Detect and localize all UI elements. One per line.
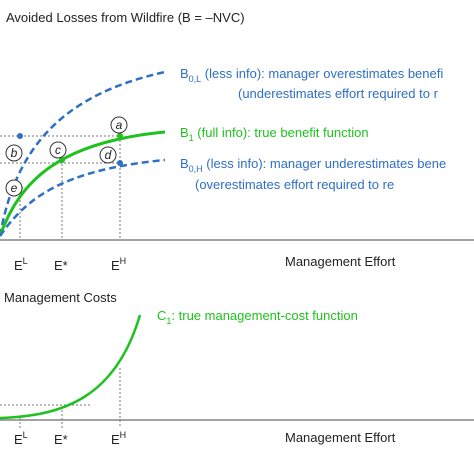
panel-title: Avoided Losses from Wildfire (B = –NVC) [6, 10, 245, 25]
curve-label: B0,L (less info): manager overestimates … [180, 66, 443, 84]
curve-label: B0,H (less info): manager underestimates… [180, 156, 446, 174]
text-part: 0,L [189, 74, 202, 84]
curve-b0h [0, 158, 166, 237]
text-part: B [180, 156, 189, 171]
text-part: H [120, 256, 127, 266]
text-part: 0,H [189, 164, 203, 174]
text-part: : true management-cost function [171, 308, 357, 323]
text-part: B [180, 125, 189, 140]
x-axis-label: Management Effort [285, 430, 396, 445]
point-label: b [11, 146, 18, 160]
point-circles [5, 116, 128, 197]
x-axis-label: Management Effort [285, 254, 396, 269]
text-part: L [23, 430, 28, 440]
x-label: EH [111, 430, 126, 447]
point-label: a [116, 118, 123, 132]
text-part: B [180, 66, 189, 81]
text-part: (full info): true benefit function [194, 125, 369, 140]
text-part: L [23, 256, 28, 266]
text-part: 1 [166, 316, 171, 326]
text-part: H [120, 430, 127, 440]
text-part: 1 [189, 133, 194, 143]
curve-b0l [0, 70, 166, 237]
text-part: E [14, 432, 23, 447]
text-part: E [111, 432, 120, 447]
curve-label: B1 (full info): true benefit function [180, 125, 369, 143]
curve-c1 [0, 314, 142, 420]
x-label: E* [54, 258, 68, 273]
point-label: d [105, 148, 112, 162]
text-part: C [157, 308, 166, 323]
text-part: E [111, 258, 120, 273]
text-part: (less info): manager overestimates benef… [201, 66, 443, 81]
x-label: E* [54, 432, 68, 447]
x-label: EL [14, 430, 28, 447]
curve-b1 [0, 130, 166, 237]
panel-title: Management Costs [4, 290, 117, 305]
text-part: E [14, 258, 23, 273]
curve-label: C1: true management-cost function [157, 308, 358, 326]
x-label: EL [14, 256, 28, 273]
curve-note: (underestimates effort required to r [238, 86, 439, 101]
guides [0, 368, 121, 428]
x-label: EH [111, 256, 126, 273]
point-label: e [11, 181, 18, 195]
curve-note: (overestimates effort required to re [195, 177, 394, 192]
text-part: (less info): manager underestimates bene [203, 156, 447, 171]
point-label: c [55, 143, 61, 157]
